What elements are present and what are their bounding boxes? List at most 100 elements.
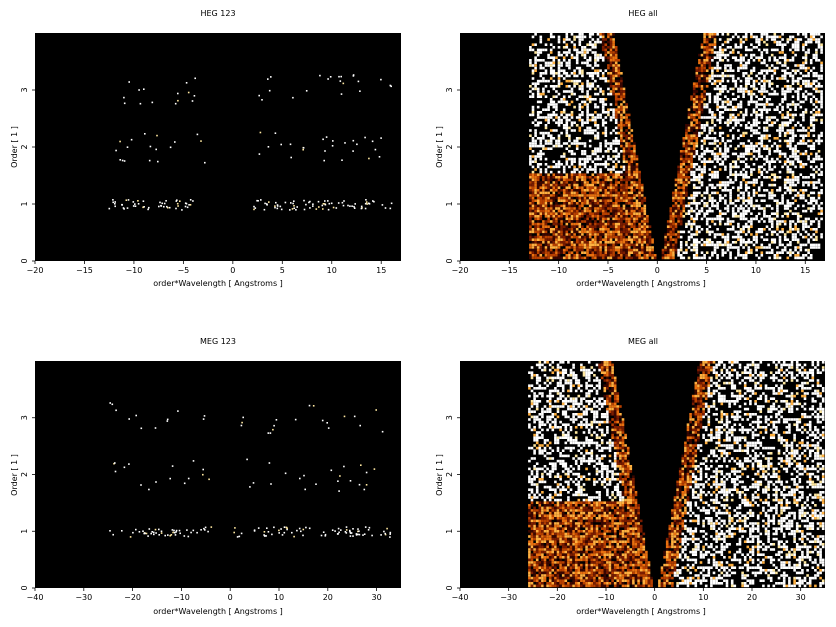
heat-cell <box>630 165 634 169</box>
event-point <box>324 203 327 206</box>
heat-cell <box>575 168 579 171</box>
heat-cell <box>713 100 717 104</box>
heat-cell <box>752 53 756 57</box>
heat-cell <box>570 202 574 205</box>
heat-cell <box>731 48 735 52</box>
heat-cell <box>739 105 743 109</box>
heat-cell <box>695 105 699 109</box>
heat-cell <box>703 103 706 106</box>
event-point <box>309 200 311 203</box>
heat-cell <box>685 194 688 197</box>
heat-cell <box>679 235 683 239</box>
heat-cell <box>565 228 569 231</box>
heat-cell <box>672 230 675 234</box>
heat-cell <box>630 191 634 195</box>
heat-cell <box>718 134 722 137</box>
heat-cell <box>768 56 771 59</box>
heat-cell <box>555 230 558 234</box>
x-tick-label: −10 <box>550 266 567 275</box>
heat-cell <box>713 235 717 239</box>
heat-cell <box>565 160 569 163</box>
heat-cell <box>739 111 743 114</box>
heat-cell <box>578 170 582 174</box>
heat-cell <box>804 51 808 54</box>
heat-cell <box>773 38 777 41</box>
heat-cell <box>812 160 816 163</box>
heat-cell <box>570 228 574 231</box>
heat-cell <box>783 181 787 184</box>
heat-cell <box>609 90 613 93</box>
heat-cell <box>555 95 558 98</box>
heat-cell <box>607 176 610 179</box>
heat-cell <box>682 181 686 184</box>
event-point <box>204 161 206 164</box>
heat-cell <box>794 64 797 67</box>
heat-cell <box>692 196 696 200</box>
heat-cell <box>807 40 810 44</box>
heat-cell <box>718 38 722 41</box>
heat-cell <box>716 233 719 236</box>
heat-cell <box>807 38 810 41</box>
heat-cell <box>594 152 597 156</box>
heat-cell <box>817 155 821 158</box>
heat-cell <box>817 134 821 137</box>
heat-cell <box>620 95 623 98</box>
heat-cell <box>539 74 543 78</box>
heat-cell <box>612 191 615 195</box>
heat-cell <box>594 222 597 226</box>
heat-cell <box>552 79 556 83</box>
heat-cell <box>718 152 722 156</box>
heat-cell <box>789 48 792 52</box>
heat-cell <box>601 228 605 231</box>
heat-cell <box>711 241 714 244</box>
heat-cell <box>646 248 649 252</box>
heat-cell <box>809 121 813 124</box>
event-point <box>293 205 295 207</box>
heat-cell <box>760 79 764 83</box>
heat-cell <box>622 121 626 124</box>
heat-cell <box>711 150 714 153</box>
heat-cell <box>601 111 605 114</box>
heat-cell <box>531 111 535 114</box>
heat-cell <box>731 181 735 184</box>
heat-cell <box>786 38 790 41</box>
heat-cell <box>612 165 615 169</box>
heat-cell <box>781 124 784 127</box>
heat-cell <box>604 217 608 221</box>
heat-cell <box>786 79 790 83</box>
heat-cell <box>809 196 813 200</box>
heat-cell <box>708 241 712 244</box>
heat-cell <box>570 157 574 161</box>
event-point <box>309 207 311 209</box>
heat-cell <box>648 254 652 257</box>
heat-cell <box>617 199 621 202</box>
heat-cell <box>633 222 636 226</box>
heat-cell <box>544 64 548 67</box>
heat-cell <box>757 194 761 197</box>
heat-cell <box>578 220 582 223</box>
heat-cell <box>612 222 615 226</box>
heat-cell <box>716 256 719 260</box>
heat-cell <box>747 126 751 130</box>
heat-cell <box>672 251 675 254</box>
heat-cell <box>674 183 678 187</box>
heat-cell <box>581 233 584 236</box>
heat-cell <box>692 90 696 93</box>
heat-cell <box>802 116 805 119</box>
heat-cell <box>744 113 748 117</box>
heat-cell <box>804 163 808 166</box>
heat-cell <box>557 189 561 192</box>
heat-cell <box>583 173 587 176</box>
heat-cell <box>664 254 667 257</box>
heat-cell <box>596 176 600 179</box>
heat-cell <box>685 137 688 140</box>
heat-cell <box>529 199 532 202</box>
heat-cell <box>544 212 548 215</box>
x-tick-label: −20 <box>452 266 469 275</box>
y-tick-label: 1 <box>445 201 454 206</box>
heat-cell <box>711 33 714 36</box>
heat-cell <box>739 215 743 218</box>
heat-cell <box>726 228 730 231</box>
heat-cell <box>643 235 647 239</box>
heat-cell <box>750 85 753 88</box>
